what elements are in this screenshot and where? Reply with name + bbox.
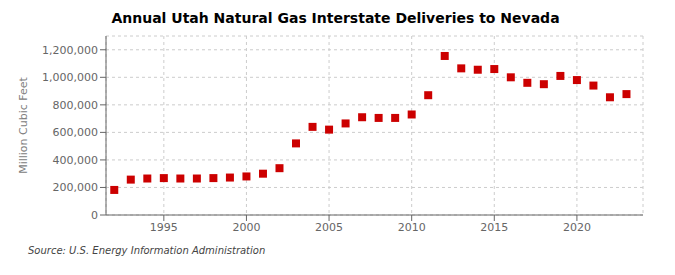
svg-text:1,200,000: 1,200,000 [42, 44, 98, 57]
svg-text:2020: 2020 [563, 221, 591, 234]
svg-text:400,000: 400,000 [53, 154, 99, 167]
svg-text:0: 0 [91, 209, 98, 222]
svg-text:2000: 2000 [232, 221, 260, 234]
svg-text:Million Cubic Feet: Million Cubic Feet [17, 76, 30, 173]
svg-text:200,000: 200,000 [53, 181, 99, 194]
html-text:Source: U.S. Energy Informatio: Source: U.S. Energy Information Administ… [28, 245, 266, 256]
svg-text:800,000: 800,000 [53, 99, 99, 112]
html-text:Annual Utah Natural Gas Inters: Annual Utah Natural Gas Interstate Deliv… [111, 10, 560, 26]
svg-text:2005: 2005 [315, 221, 343, 234]
svg-text:2015: 2015 [480, 221, 508, 234]
svg-text:2010: 2010 [398, 221, 426, 234]
svg-text:1,000,000: 1,000,000 [42, 71, 98, 84]
svg-text:600,000: 600,000 [53, 126, 99, 139]
svg-text:1995: 1995 [150, 221, 178, 234]
